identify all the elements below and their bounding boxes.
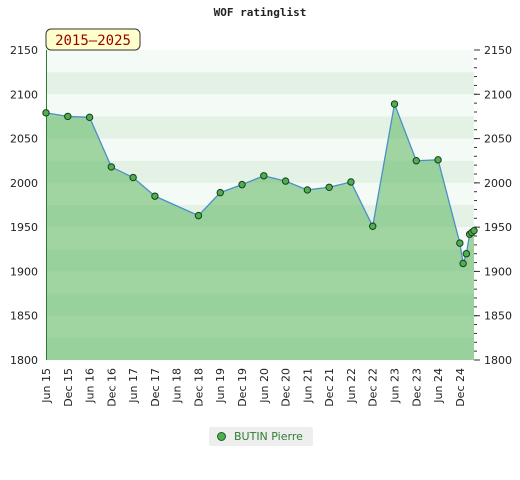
x-tick-label: Jun 18 [171, 368, 184, 404]
rating-area [46, 104, 474, 361]
data-points [42, 100, 478, 268]
x-tick-label: Dec 16 [105, 368, 118, 407]
y-tick-label-left: 2050 [10, 133, 38, 146]
y-tick-label-right: 2100 [484, 88, 512, 101]
x-tick-label: Jun 21 [301, 368, 314, 404]
data-point [347, 178, 355, 186]
x-tick-label: Jun 17 [127, 368, 140, 404]
right-axis-minor-ticks [474, 49, 477, 361]
background-band [46, 116, 474, 139]
data-point [151, 192, 159, 200]
legend-label: BUTIN Pierre [234, 430, 303, 443]
data-point [470, 226, 478, 235]
y-tick-label-right: 1800 [484, 354, 512, 367]
x-tick-label: Jun 19 [214, 368, 227, 404]
x-tick-label: Jun 24 [432, 368, 445, 404]
x-tick-label: Jun 16 [84, 368, 97, 404]
y-tick-label-right: 1950 [484, 221, 512, 234]
x-tick-label: Dec 20 [280, 368, 293, 407]
data-point [462, 250, 471, 258]
data-point [459, 259, 467, 268]
background-band [46, 50, 474, 73]
y-tick-label-right: 2000 [484, 177, 512, 190]
x-tick-label: Jun 22 [345, 368, 358, 404]
y-tick-label-right: 2050 [484, 133, 512, 146]
background-band [46, 160, 474, 183]
data-point [456, 239, 464, 247]
period-badge-box [45, 28, 141, 51]
y-tick-label-right: 1900 [484, 265, 512, 278]
data-point [260, 172, 268, 180]
x-tick-label: Dec 21 [323, 368, 336, 407]
x-tick-label: Dec 22 [367, 368, 380, 407]
y-tick-label-left: 2100 [10, 88, 38, 101]
data-point [194, 211, 203, 220]
y-tick-label-right: 1850 [484, 310, 512, 323]
data-point [129, 173, 137, 182]
y-tick-label-left: 1950 [10, 221, 38, 234]
background-band [46, 72, 474, 95]
background-band [46, 94, 474, 117]
legend-marker-icon [217, 432, 226, 441]
data-point [390, 100, 399, 108]
data-point [434, 156, 442, 164]
x-tick-label: Dec 19 [236, 368, 249, 407]
x-tick-label: Dec 24 [454, 368, 467, 407]
data-point [216, 188, 224, 197]
chart-title: WOF ratinglist [213, 6, 307, 19]
data-point [42, 109, 50, 117]
data-point [369, 222, 377, 230]
period-badge: 2015–2025 [45, 28, 141, 51]
data-point [412, 157, 420, 165]
y-tick-labels: 1800 1800 1850 1850 1900 1900 1950 1950 2000 2000… [10, 44, 512, 367]
data-point [238, 180, 246, 189]
data-point [64, 112, 72, 121]
data-point [325, 183, 333, 191]
y-tick-label-left: 1850 [10, 310, 38, 323]
data-point [107, 163, 116, 171]
x-tick-labels: Jun 15 Dec 15 Jun 16 Dec 16 Jun 17 Dec 17 Jun … [40, 368, 467, 407]
data-point [281, 177, 290, 185]
y-tick-label-left: 1900 [10, 265, 38, 278]
x-tick-label: Jun 23 [388, 368, 401, 404]
x-tick-label: Jun 20 [258, 368, 271, 404]
y-tick-label-right: 2150 [484, 44, 512, 57]
background-band [46, 138, 474, 161]
x-tick-label: Dec 15 [62, 368, 75, 407]
x-tick-label: Dec 18 [192, 368, 205, 407]
y-tick-label-left: 2000 [10, 177, 38, 190]
legend[interactable]: BUTIN Pierre [209, 427, 313, 446]
y-tick-label-left: 2150 [10, 44, 38, 57]
data-point [85, 113, 94, 122]
period-badge-label: 2015–2025 [55, 33, 131, 49]
x-tick-label: Dec 17 [149, 368, 162, 407]
y-tick-label-left: 1800 [10, 354, 38, 367]
data-point [303, 186, 312, 194]
x-tick-label: Dec 23 [410, 368, 423, 407]
x-tick-label: Jun 15 [40, 368, 53, 404]
